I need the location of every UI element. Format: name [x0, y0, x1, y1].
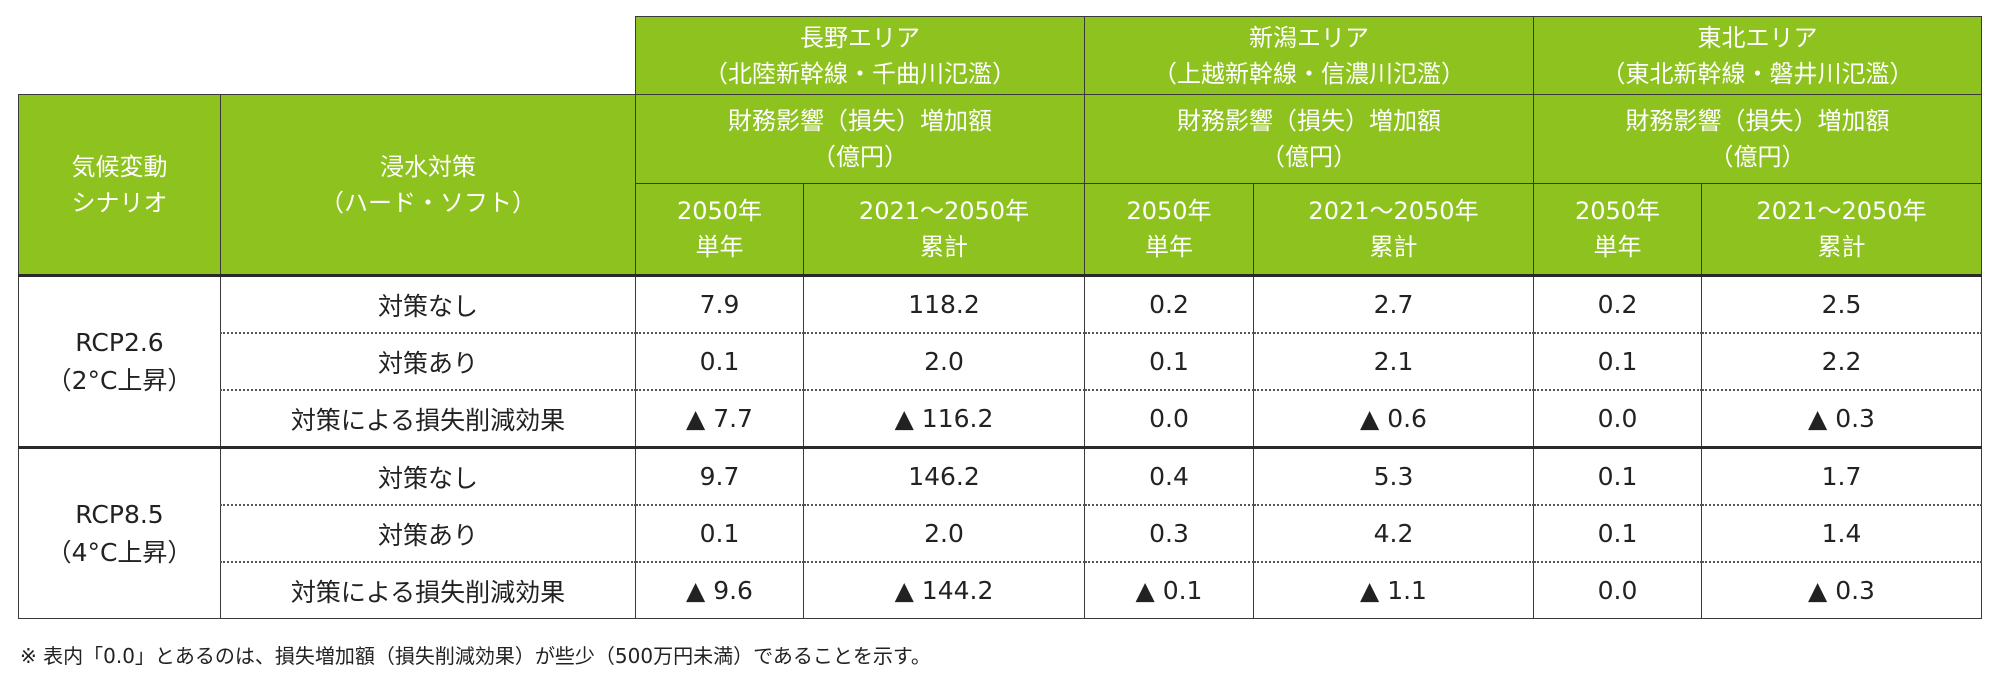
measure-cell: 対策あり: [220, 504, 636, 562]
value-cell: 0.1: [1533, 446, 1702, 505]
measure-cell: 対策なし: [220, 274, 636, 333]
measure-cell: 対策なし: [220, 446, 636, 505]
table-row: RCP8.5 （4°C上昇） 対策なし 9.7 146.2 0.4 5.3 0.1 1.7: [18, 446, 1982, 619]
value-cell: ▲ 9.6: [635, 561, 804, 619]
table-row: 対策による損失削減効果 ▲ 7.7 ▲ 116.2 0.0 ▲ 0.6 0.0 ▲ 0.3: [19, 389, 1982, 448]
value-cell: 0.3: [1084, 504, 1254, 562]
area-header: 長野エリア （北陸新幹線・千曲川氾濫）: [635, 16, 1085, 95]
value-cell: 2.1: [1253, 332, 1534, 390]
value-cell: 1.7: [1701, 446, 1982, 505]
value-cell: 1.4: [1701, 504, 1982, 562]
value-cell: 0.1: [1533, 504, 1702, 562]
value-cell: ▲ 0.3: [1701, 389, 1982, 448]
scenario-cell: RCP8.5 （4°C上昇）: [18, 446, 221, 619]
value-cell: 9.7: [635, 446, 804, 505]
value-cell: 7.9: [635, 274, 804, 333]
scenario-header: 気候変動 シナリオ: [18, 94, 221, 276]
impact-header: 財務影響（損失）増加額 （億円）: [1533, 94, 1982, 184]
value-cell: 2.5: [1701, 274, 1982, 333]
measure-cell: 対策あり: [220, 332, 636, 390]
cumulative-header: 2021～2050年 累計: [1701, 183, 1982, 276]
table-row: 対策あり 0.1 2.0 0.1 2.1 0.1 2.2: [19, 332, 1982, 390]
value-cell: ▲ 0.1: [1084, 561, 1254, 619]
value-cell: 0.1: [1533, 332, 1702, 390]
value-cell: 0.2: [1533, 274, 1702, 333]
single-year-header: 2050年 単年: [1084, 183, 1254, 276]
value-cell: 0.0: [1533, 561, 1702, 619]
value-cell: 5.3: [1253, 446, 1534, 505]
measure-cell: 対策による損失削減効果: [220, 561, 636, 619]
value-cell: ▲ 1.1: [1253, 561, 1534, 619]
value-cell: ▲ 7.7: [635, 389, 804, 448]
value-cell: 0.0: [1533, 389, 1702, 448]
measure-cell: 対策による損失削減効果: [220, 389, 636, 448]
area-header: 東北エリア （東北新幹線・磐井川氾濫）: [1533, 16, 1982, 95]
area-header: 新潟エリア （上越新幹線・信濃川氾濫）: [1084, 16, 1534, 95]
value-cell: ▲ 144.2: [803, 561, 1085, 619]
value-cell: 2.2: [1701, 332, 1982, 390]
cumulative-header: 2021～2050年 累計: [1253, 183, 1534, 276]
impact-header: 財務影響（損失）増加額 （億円）: [1084, 94, 1534, 184]
value-cell: 0.0: [1084, 389, 1254, 448]
cumulative-header: 2021～2050年 累計: [803, 183, 1085, 276]
value-cell: 4.2: [1253, 504, 1534, 562]
table-row: 対策による損失削減効果 ▲ 9.6 ▲ 144.2 ▲ 0.1 ▲ 1.1 0.0 ▲ 0.…: [19, 561, 1982, 619]
single-year-header: 2050年 単年: [635, 183, 804, 276]
value-cell: 118.2: [803, 274, 1085, 333]
scenario-cell: RCP2.6 （2°C上昇）: [18, 274, 221, 448]
footnote: ※ 表内「0.0」とあるのは、損失増加額（損失削減効果）が些少（500万円未満）…: [20, 644, 931, 668]
value-cell: 146.2: [803, 446, 1085, 505]
value-cell: 0.1: [635, 332, 804, 390]
measure-header: 浸水対策 （ハード・ソフト）: [220, 94, 636, 276]
area-subtitle: （東北新幹線・磐井川氾濫）: [1601, 59, 1914, 88]
flood-impact-table: 長野エリア （北陸新幹線・千曲川氾濫） 新潟エリア （上越新幹線・信濃川氾濫） 東北エリ…: [18, 16, 1982, 619]
blank-corner: [18, 16, 636, 95]
area-name: 長野エリア: [800, 23, 920, 52]
value-cell: ▲ 116.2: [803, 389, 1085, 448]
value-cell: 2.0: [803, 504, 1085, 562]
table-row: RCP2.6 （2°C上昇） 対策なし 7.9 118.2 0.2 2.7 0.2 2.5: [18, 274, 1982, 448]
table-row: 対策あり 0.1 2.0 0.3 4.2 0.1 1.4: [19, 504, 1982, 562]
single-year-header: 2050年 単年: [1533, 183, 1702, 276]
impact-header: 財務影響（損失）増加額 （億円）: [635, 94, 1085, 184]
value-cell: 2.0: [803, 332, 1085, 390]
value-cell: 0.1: [1084, 332, 1254, 390]
value-cell: 2.7: [1253, 274, 1534, 333]
value-cell: ▲ 0.3: [1701, 561, 1982, 619]
area-subtitle: （北陸新幹線・千曲川氾濫）: [704, 59, 1016, 88]
area-subtitle: （上越新幹線・信濃川氾濫）: [1153, 59, 1465, 88]
value-cell: ▲ 0.6: [1253, 389, 1534, 448]
value-cell: 0.4: [1084, 446, 1254, 505]
area-name: 新潟エリア: [1249, 23, 1369, 52]
value-cell: 0.2: [1084, 274, 1254, 333]
area-name: 東北エリア: [1697, 23, 1818, 52]
value-cell: 0.1: [635, 504, 804, 562]
